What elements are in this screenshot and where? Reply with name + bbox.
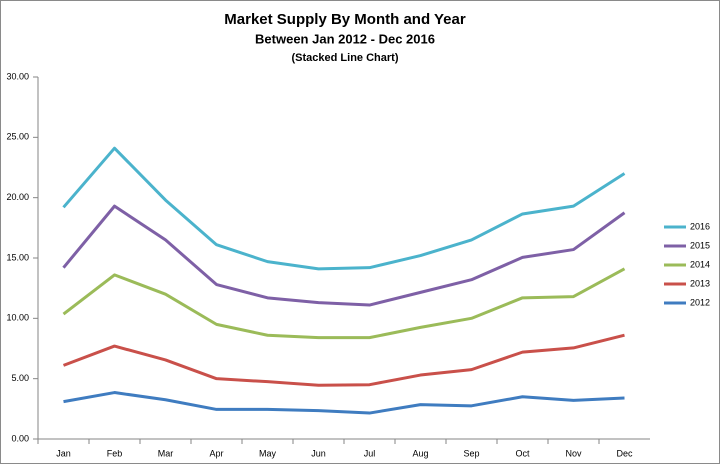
legend-label: 2015 — [690, 240, 710, 250]
x-tick-label: Jun — [311, 448, 326, 458]
x-tick-label: Feb — [107, 448, 123, 458]
x-tick-label: Sep — [463, 448, 479, 458]
x-tick-label: Jan — [56, 448, 71, 458]
x-tick-label: Mar — [158, 448, 174, 458]
series-line — [62, 146, 626, 271]
series-line — [62, 267, 626, 340]
y-tick-label: 10.00 — [6, 313, 29, 323]
series-line — [63, 391, 625, 415]
y-tick-label: 30.00 — [6, 71, 29, 81]
chart-title: Market Supply By Month and Year — [224, 11, 466, 28]
x-tick-label: Oct — [515, 448, 530, 458]
y-tick-label: 0.00 — [11, 433, 29, 443]
y-tick-label: 25.00 — [6, 132, 29, 142]
legend-label: 2014 — [690, 259, 710, 269]
x-tick-label: Nov — [565, 448, 582, 458]
x-tick-label: Dec — [616, 448, 633, 458]
x-tick-label: Jul — [364, 448, 376, 458]
x-tick-label: Aug — [412, 448, 428, 458]
legend-label: 2012 — [690, 297, 710, 307]
series-line — [62, 204, 626, 307]
legend-label: 2016 — [690, 221, 710, 231]
legend-label: 2013 — [690, 278, 710, 288]
x-tick-label: May — [259, 448, 277, 458]
chart-annotation: (Stacked Line Chart) — [292, 52, 399, 64]
chart-subtitle: Between Jan 2012 - Dec 2016 — [255, 31, 435, 46]
y-tick-label: 15.00 — [6, 252, 29, 262]
x-tick-label: Apr — [209, 448, 223, 458]
series-line — [62, 333, 625, 387]
y-tick-label: 5.00 — [11, 373, 29, 383]
y-tick-label: 20.00 — [6, 192, 29, 202]
